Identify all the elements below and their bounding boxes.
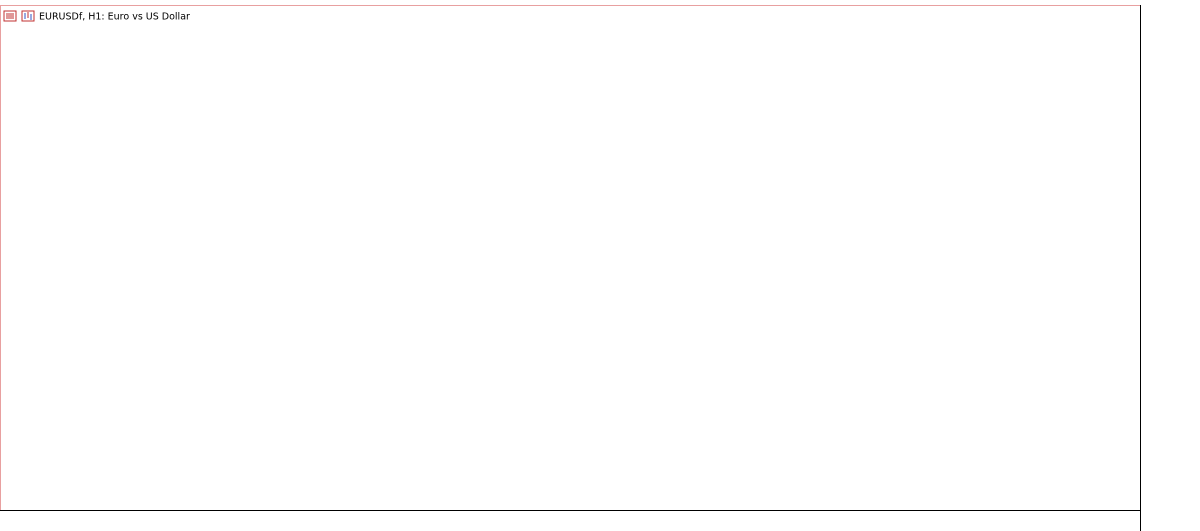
chart-title: EURUSDf, H1: Euro vs US Dollar [39, 12, 190, 23]
title-icons [3, 10, 35, 22]
